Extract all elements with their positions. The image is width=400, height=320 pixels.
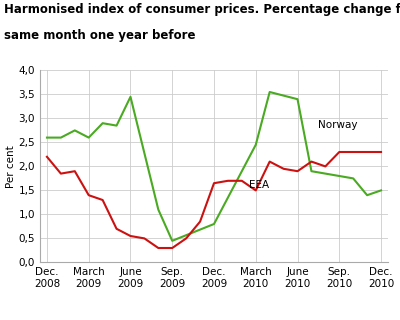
Text: Harmonised index of consumer prices. Percentage change from the: Harmonised index of consumer prices. Per… <box>4 3 400 16</box>
Text: Norway: Norway <box>318 120 358 130</box>
Text: same month one year before: same month one year before <box>4 29 196 42</box>
Text: EEA: EEA <box>249 180 269 190</box>
Y-axis label: Per cent: Per cent <box>6 145 16 188</box>
